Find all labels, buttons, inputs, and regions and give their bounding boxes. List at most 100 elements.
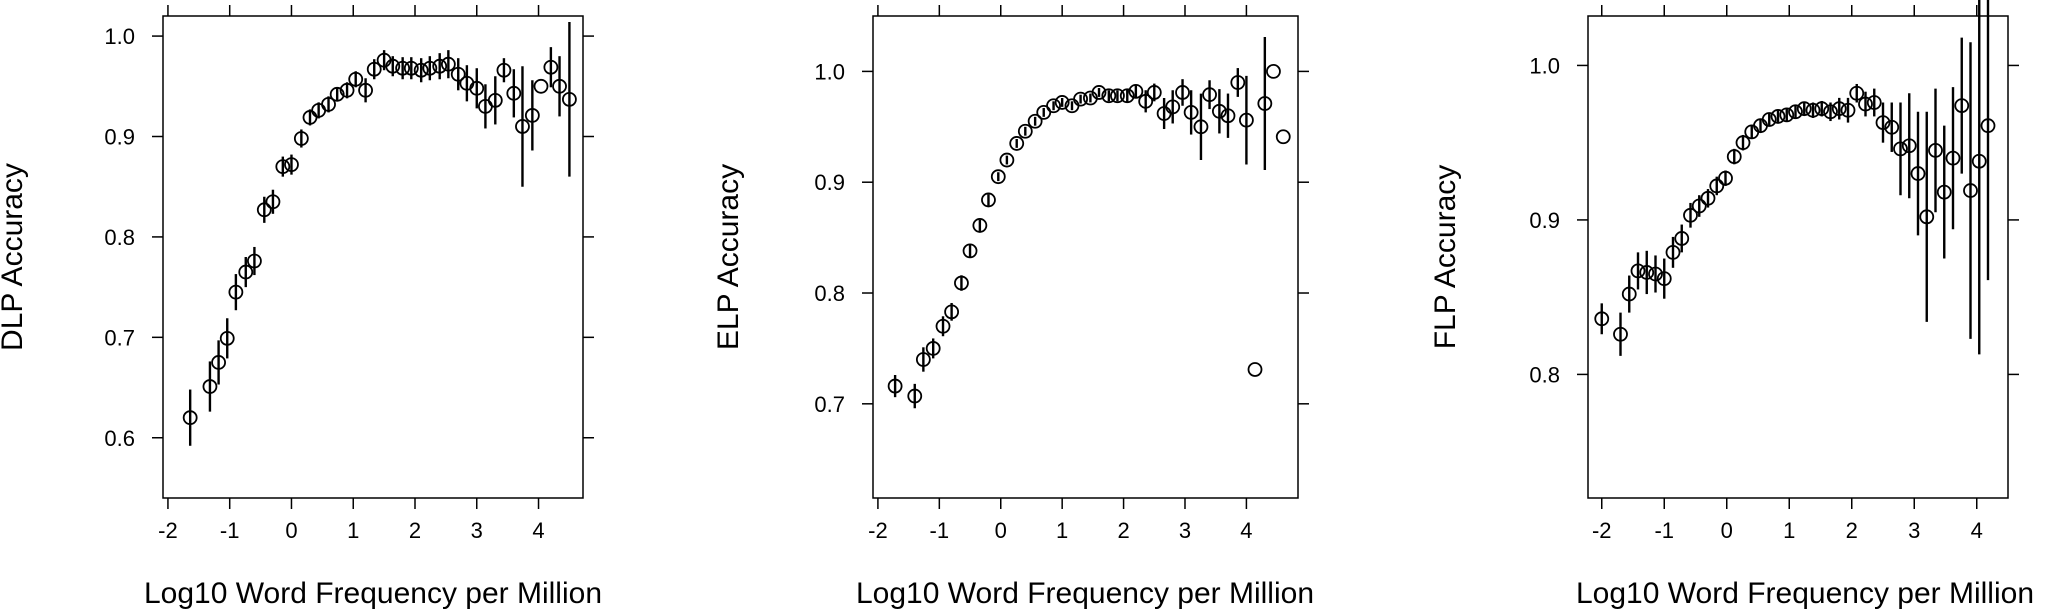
data-point — [366, 61, 382, 77]
x-tick-label: 0 — [1721, 518, 1733, 543]
data-point — [1230, 75, 1246, 90]
data-point — [1980, 118, 1996, 134]
data-point — [972, 218, 988, 233]
data-point — [1630, 263, 1646, 279]
data-point — [1963, 183, 1978, 198]
data-point — [925, 341, 941, 356]
x-tick-label: 3 — [1908, 518, 1920, 543]
data-point — [1700, 190, 1716, 206]
data-point — [887, 378, 903, 394]
data-point — [1761, 112, 1777, 127]
data-point — [1875, 115, 1891, 130]
data-point — [1101, 88, 1117, 104]
x-tick-label: 3 — [471, 518, 483, 543]
data-point — [440, 56, 456, 72]
data-point — [562, 91, 577, 107]
data-point — [954, 275, 969, 291]
x-tick-label: -2 — [868, 518, 888, 543]
data-point — [1910, 166, 1926, 181]
data-point — [1840, 102, 1856, 118]
y-tick-label: 1.0 — [1529, 53, 1560, 78]
data-point — [999, 152, 1015, 168]
y-axis-title: FLP Accuracy — [1429, 165, 1462, 350]
data-point — [450, 66, 466, 82]
data-point — [403, 60, 419, 76]
data-point — [1036, 105, 1052, 120]
data-point — [1110, 88, 1125, 104]
x-tick-label: 2 — [1846, 518, 1858, 543]
y-tick-label: 0.6 — [104, 426, 135, 451]
plot-frame — [872, 15, 1299, 499]
x-tick-label: 2 — [409, 518, 421, 543]
data-point — [275, 159, 291, 175]
data-point — [515, 119, 530, 134]
data-point — [182, 410, 198, 426]
data-point — [348, 71, 364, 87]
axis-ticks — [862, 5, 1309, 509]
x-tick-label: 0 — [995, 518, 1007, 543]
data-point — [329, 86, 345, 102]
data-point — [1247, 362, 1263, 377]
y-tick-label: 0.8 — [1529, 362, 1560, 387]
data-point — [1594, 311, 1610, 327]
data-point — [1202, 87, 1217, 103]
y-axis-title: ELP Accuracy — [712, 164, 745, 350]
data-point — [1683, 207, 1698, 223]
data-point — [1665, 244, 1681, 260]
data-point — [506, 85, 522, 101]
data-point — [543, 59, 559, 75]
data-point — [496, 62, 512, 78]
data-point — [1788, 104, 1803, 120]
x-tick-label: 3 — [1179, 518, 1191, 543]
data-point — [1257, 96, 1273, 111]
data-point — [935, 318, 951, 334]
data-point — [1893, 141, 1908, 157]
data-point — [944, 304, 960, 320]
data-point — [1054, 95, 1070, 110]
panel-dlp: -2 -1 0 1 2 3 4 0.6 0.7 0.8 0.9 1.0 Log10 Word Fre… — [0, 5, 602, 610]
plot-frame — [162, 15, 584, 499]
x-tick-labels: -2 -1 0 1 2 3 4 — [1592, 518, 1983, 543]
data-point — [256, 202, 272, 218]
data-point — [284, 157, 299, 173]
data-point — [1770, 109, 1786, 124]
data-point — [981, 192, 996, 208]
data-point — [321, 96, 336, 112]
data-point — [1928, 143, 1943, 158]
x-tick-label: 0 — [285, 518, 297, 543]
y-tick-label: 0.9 — [1529, 208, 1560, 233]
data-point — [552, 78, 567, 94]
x-tick-label: 4 — [1971, 518, 1983, 543]
data-point — [1796, 101, 1812, 117]
data-point — [1128, 83, 1144, 99]
data-point — [1945, 150, 1961, 166]
data-point — [1211, 103, 1227, 119]
y-tick-label: 0.7 — [814, 392, 845, 417]
x-tick-label: -2 — [158, 518, 178, 543]
data-point — [1936, 184, 1952, 200]
data-point — [238, 264, 254, 280]
y-tick-labels: 0.8 0.9 1.0 — [1529, 53, 1560, 387]
data-point — [1146, 85, 1162, 100]
x-tick-labels: -2 -1 0 1 2 3 4 — [158, 518, 544, 543]
x-axis-title: Log10 Word Frequency per Million — [856, 577, 1314, 610]
data-point — [915, 352, 931, 367]
data-point — [1954, 98, 1970, 114]
data-point — [413, 62, 429, 78]
x-tick-label: 4 — [532, 518, 544, 543]
data-point — [1901, 138, 1917, 154]
data-point — [1183, 105, 1199, 120]
data-point — [1165, 99, 1181, 115]
data-point — [1674, 231, 1690, 246]
x-tick-label: -2 — [1592, 518, 1612, 543]
data-point — [1814, 101, 1830, 117]
data-point — [202, 379, 218, 394]
y-axis-title: DLP Accuracy — [0, 163, 29, 351]
y-tick-label: 0.8 — [814, 281, 845, 306]
data-point — [1831, 101, 1847, 117]
data-point — [1138, 93, 1154, 109]
data-points — [1594, 85, 1996, 342]
y-tick-label: 0.8 — [104, 225, 135, 250]
data-point — [907, 388, 923, 404]
